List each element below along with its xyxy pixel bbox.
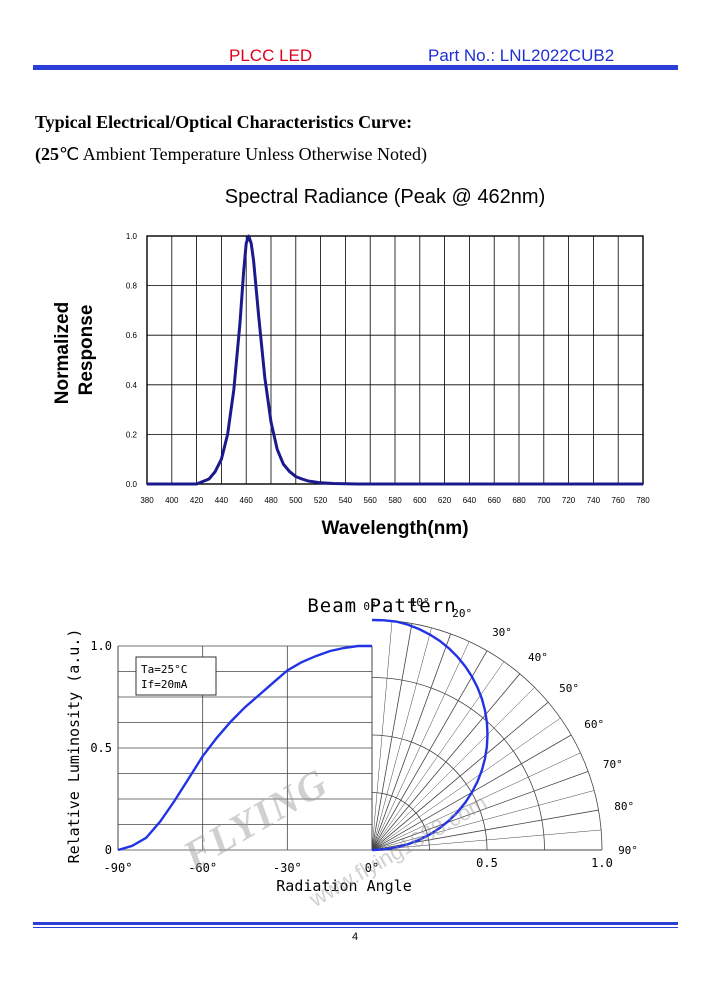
x-tick-label: 720: [562, 496, 576, 505]
angle-label: 10°: [410, 596, 430, 609]
beam-polar-ray-minor: [371, 661, 505, 851]
x-tick-label: 460: [240, 496, 254, 505]
x-tick-label: 700: [537, 496, 551, 505]
y-tick-label: 0.0: [126, 480, 138, 489]
beam-x-tick: -60°: [188, 861, 217, 875]
beam-radial-tick: 0.5: [476, 856, 498, 870]
x-tick-label: 760: [612, 496, 626, 505]
spectral-title: Spectral Radiance (Peak @ 462nm): [225, 186, 545, 208]
beam-polar-ray-minor: [371, 627, 432, 851]
x-tick-label: 500: [289, 496, 303, 505]
beam-y-tick: 0: [105, 843, 112, 857]
beam-curve-rect: [117, 644, 372, 852]
beam-legend-box: [135, 656, 217, 696]
beam-polar-ray-minor: [371, 829, 602, 851]
beam-polar-ray-minor: [371, 717, 561, 851]
beam-x-tick: -30°: [273, 861, 302, 875]
x-tick-label: 540: [339, 496, 353, 505]
beam-y-tick: 0.5: [90, 741, 112, 755]
header-rule: [33, 65, 678, 70]
beam-polar-ray: [371, 633, 452, 851]
beam-polar-ray: [371, 701, 549, 851]
beam-y-axis-title: Relative Luminosity (a.u.): [65, 629, 83, 864]
x-tick-label: 420: [190, 496, 204, 505]
beam-title: Beam Pattern: [307, 595, 456, 617]
angle-label: 90°: [618, 844, 638, 857]
x-tick-label: 580: [388, 496, 402, 505]
x-tick-label: 600: [413, 496, 427, 505]
y-tick-label: 0.6: [126, 331, 138, 340]
y-tick-label: 1.0: [126, 232, 138, 241]
beam-polar-ray-minor: [371, 790, 595, 851]
x-tick-label: 380: [140, 496, 154, 505]
footer-rule-thin: [33, 927, 678, 928]
x-tick-label: 520: [314, 496, 328, 505]
x-tick-label: 400: [165, 496, 179, 505]
y-axis-title-line2: Response: [76, 305, 97, 396]
beam-polar-ray: [371, 770, 589, 851]
beam-y-tick: 1.0: [90, 639, 112, 653]
x-tick-label: 620: [438, 496, 452, 505]
page-number: 4: [352, 931, 359, 943]
x-tick-label: 680: [512, 496, 526, 505]
beam-legend-text: If=20mA: [141, 678, 188, 691]
beam-polar-ray-minor: [371, 752, 581, 851]
beam-polar-ray: [371, 623, 413, 851]
angle-label: 50°: [559, 682, 579, 695]
product-title: PLCC LED: [229, 46, 313, 65]
footer-rule: [33, 922, 678, 925]
beam-polar-ray: [371, 673, 521, 851]
spectral-curve: [147, 234, 643, 486]
y-tick-label: 0.4: [126, 381, 138, 390]
x-tick-label: 660: [488, 496, 502, 505]
y-tick-label: 0.8: [126, 282, 138, 291]
beam-radial-tick: 1.0: [591, 856, 613, 870]
condition-temp: (25: [35, 144, 59, 164]
beam-x-axis-title: Radiation Angle: [276, 877, 411, 895]
beam-polar-ray-minor: [371, 620, 393, 851]
beam-x-tick: -90°: [104, 861, 133, 875]
angle-label: 40°: [528, 651, 548, 664]
y-tick-label: 0.2: [126, 430, 138, 439]
condition-text: ℃ Ambient Temperature Unless Otherwise N…: [59, 144, 428, 164]
x-tick-label: 780: [636, 496, 650, 505]
angle-label: 20°: [452, 607, 472, 620]
beam-curve-polar: [371, 618, 489, 852]
x-tick-label: 480: [264, 496, 278, 505]
spectral-chart: Spectral Radiance (Peak @ 462nm) 380 400 42…: [52, 186, 650, 539]
y-axis-title-line1: Normalized: [52, 302, 73, 404]
angle-label: 60°: [584, 718, 604, 731]
x-tick-label: 440: [215, 496, 229, 505]
x-tick-label: 640: [463, 496, 477, 505]
beam-polar-ray: [371, 650, 488, 851]
section-title: Typical Electrical/Optical Characteristi…: [35, 112, 413, 132]
beam-x-tick: 0°: [365, 861, 379, 875]
x-axis-title: Wavelength(nm): [321, 518, 468, 539]
beam-polar-ray-minor: [371, 641, 470, 851]
part-number: Part No.: LNL2022CUB2: [428, 46, 615, 65]
angle-label: 80°: [614, 800, 634, 813]
angle-label: 0°: [363, 600, 376, 613]
x-tick-label: 740: [587, 496, 601, 505]
angle-label: 30°: [492, 626, 512, 639]
beam-legend-text: Ta=25°C: [141, 663, 187, 676]
x-tick-label: 560: [364, 496, 378, 505]
angle-label: 70°: [603, 758, 623, 771]
section-condition: (25℃ Ambient Temperature Unless Otherwis…: [35, 144, 427, 165]
beam-polar-ray-minor: [371, 687, 535, 851]
